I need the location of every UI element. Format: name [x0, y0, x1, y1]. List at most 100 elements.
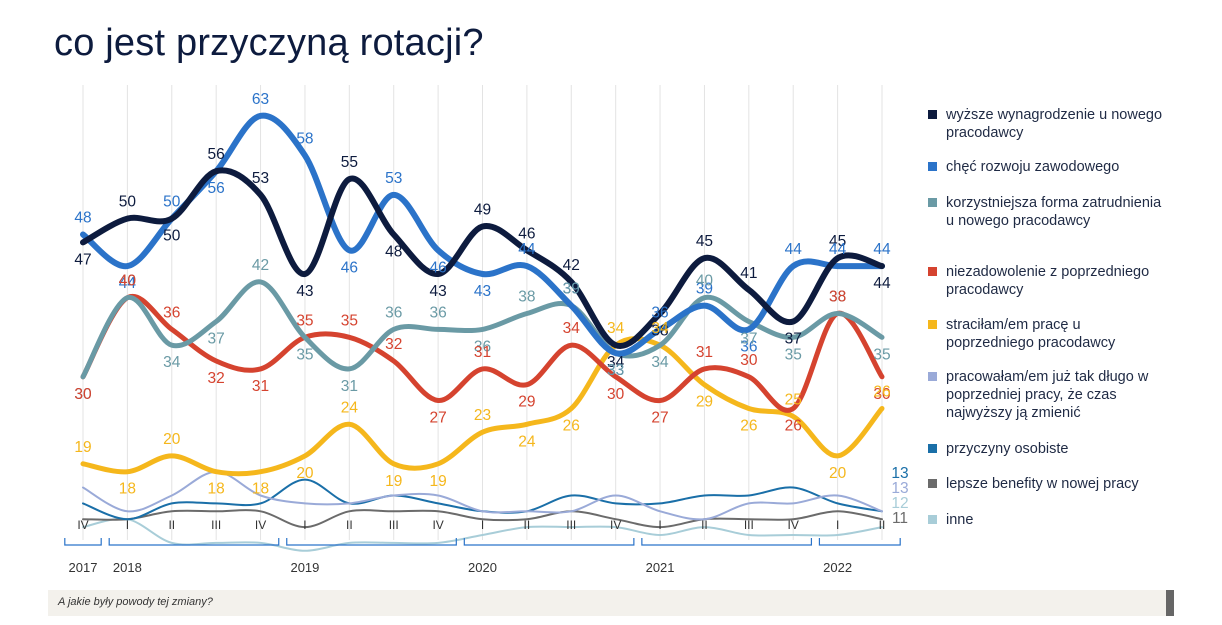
data-label: 30 — [74, 386, 92, 403]
legend-swatch — [928, 372, 937, 381]
data-label: 37 — [785, 330, 802, 347]
data-label: 18 — [119, 481, 136, 498]
quarter-label: IV — [610, 518, 621, 532]
quarter-label: I — [303, 518, 306, 532]
legend-label: korzystniejsza forma zatrudnienia u nowe… — [946, 195, 1162, 229]
data-label: 30 — [740, 352, 758, 369]
data-label: 33 — [607, 362, 624, 379]
data-label: 38 — [829, 289, 846, 306]
year-bracket — [818, 538, 901, 546]
data-label: 50 — [163, 194, 181, 211]
data-label: 53 — [252, 170, 269, 187]
data-label: 34 — [607, 354, 625, 371]
data-label: 36 — [429, 304, 446, 321]
quarter-label: I — [658, 518, 661, 532]
legend-label: pracowałam/em już tak długo w poprzednie… — [946, 369, 1149, 421]
quarter-label: III — [211, 518, 221, 532]
data-label: 33 — [607, 362, 624, 379]
data-label: 46 — [429, 259, 446, 276]
data-label: 27 — [429, 410, 446, 427]
data-label: 31 — [341, 378, 358, 395]
quarter-label: I — [126, 518, 129, 532]
data-label: 46 — [341, 259, 358, 276]
data-label: 25 — [785, 391, 802, 408]
data-label: 30 — [873, 386, 891, 403]
data-label: 53 — [385, 170, 402, 187]
quarter-label: II — [524, 518, 531, 532]
legend-label: chęć rozwoju zawodowego — [946, 159, 1120, 175]
data-label: 35 — [785, 346, 802, 363]
legend-swatch — [928, 515, 937, 524]
data-label: 35 — [341, 312, 358, 329]
data-label: 31 — [696, 344, 713, 361]
quarter-label: IV — [77, 518, 88, 532]
data-label: 38 — [651, 323, 668, 340]
data-label: 34 — [607, 320, 625, 337]
data-label: 44 — [829, 241, 847, 258]
data-label: 44 — [873, 275, 891, 292]
data-label: 50 — [119, 194, 137, 211]
legend-swatch — [928, 320, 937, 329]
data-label: 38 — [829, 289, 846, 306]
data-label: 38 — [518, 289, 535, 306]
quarter-label: II — [346, 518, 353, 532]
legend-item: przyczyny osobiste — [928, 440, 1171, 458]
data-label: 20 — [163, 431, 181, 448]
data-label: 36 — [385, 304, 402, 321]
quarter-label: IV — [255, 518, 266, 532]
series-lines — [80, 112, 885, 552]
legend-item: straciłam/em pracę u poprzedniego pracod… — [928, 316, 1171, 352]
quarter-label: II — [701, 518, 708, 532]
data-label: 39 — [563, 281, 580, 298]
data-label: 43 — [474, 283, 491, 300]
legend-label: niezadowolenie z poprzedniego pracodawcy — [946, 264, 1150, 298]
data-label: 30 — [74, 386, 92, 403]
data-label: 44 — [873, 241, 891, 258]
legend-item: lepsze benefity w nowej pracy — [928, 475, 1171, 493]
series-line-korzystniejsza-forma-zatrudnienia-u-nowe — [80, 279, 885, 380]
data-label: 56 — [208, 180, 225, 197]
quarter-label: III — [744, 518, 754, 532]
series-line-lepsze-benefity-w-nowej-pracy — [82, 509, 883, 529]
data-label: 23 — [474, 407, 491, 424]
data-label: 41 — [740, 265, 757, 282]
end-label: 12 — [891, 495, 908, 512]
data-label: 20 — [829, 465, 847, 482]
legend-swatch — [928, 110, 937, 119]
year-label: 2017 — [69, 560, 98, 575]
data-label: 26 — [740, 417, 757, 434]
legend-item: korzystniejsza forma zatrudnienia u nowe… — [928, 194, 1171, 230]
data-label: 34 — [651, 320, 669, 337]
data-labels: 4750505653435548434946423438454137454448… — [74, 91, 908, 527]
data-label: 32 — [208, 370, 225, 387]
data-label: 19 — [429, 473, 446, 490]
legend-item: inne — [928, 511, 1171, 529]
footer-note: A jakie były powody tej zmiany? — [48, 590, 1170, 616]
x-axis: IV I II III IV I II III IV I II III IV I II III IV I II201… — [64, 518, 901, 575]
end-label: 11 — [892, 510, 908, 527]
data-label: 20 — [296, 465, 314, 482]
year-label: 2019 — [290, 560, 319, 575]
data-label: 34 — [563, 320, 581, 337]
legend-item: pracowałam/em już tak długo w poprzednie… — [928, 368, 1171, 422]
end-label: 13 — [891, 480, 908, 497]
series-line-straci-am-em-prac-u-poprzedniego-pracoda — [80, 336, 885, 477]
data-label: 29 — [518, 394, 535, 411]
legend-label: wyższe wynagrodzenie u nowego pracodawcy — [946, 107, 1163, 141]
data-label: 44 — [785, 241, 803, 258]
data-label: 43 — [429, 283, 446, 300]
data-label: 40 — [696, 273, 714, 290]
data-label: 48 — [385, 243, 402, 260]
data-label: 26 — [785, 417, 802, 434]
data-label: 63 — [252, 91, 269, 108]
data-label: 40 — [119, 273, 137, 290]
legend-swatch — [928, 162, 937, 171]
year-label: 2022 — [823, 560, 852, 575]
data-label: 35 — [873, 346, 890, 363]
data-label: 47 — [74, 251, 91, 268]
quarter-label: I — [836, 518, 839, 532]
data-label: 50 — [163, 228, 181, 245]
data-label: 55 — [341, 154, 358, 171]
data-label: 34 — [651, 354, 669, 371]
